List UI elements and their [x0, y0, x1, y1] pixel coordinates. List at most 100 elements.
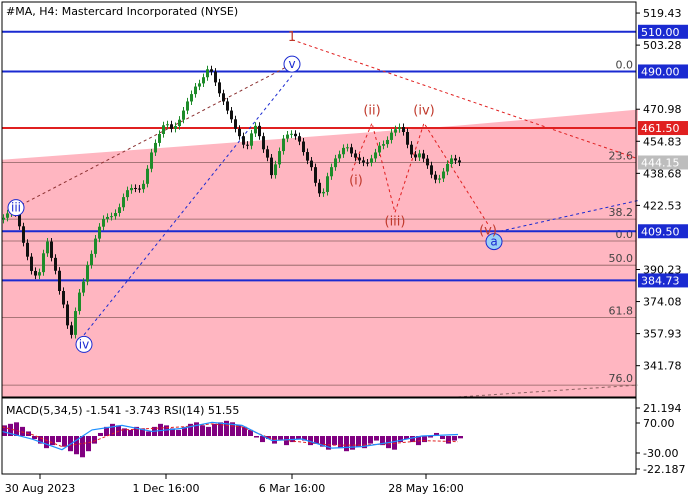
candle-body: [342, 147, 345, 155]
fib-label-2: 38.2: [609, 206, 634, 219]
candle: [366, 159, 369, 167]
wave-label-0: 1: [288, 30, 296, 45]
macd-pane: [1, 397, 637, 475]
price-tick-label: 374.08: [643, 296, 682, 309]
candle-body: [202, 77, 205, 84]
candle: [266, 145, 269, 162]
candle-body: [94, 238, 97, 254]
fib-label-4: 50.0: [609, 252, 634, 265]
candle-body: [250, 133, 253, 146]
candle-body: [246, 144, 249, 146]
candle-body: [66, 304, 69, 326]
macd-bar: [284, 436, 289, 446]
current-price-box: [638, 155, 688, 170]
candle-body: [186, 101, 189, 111]
candle-body: [358, 157, 361, 161]
macd-bar: [92, 436, 97, 444]
candle: [94, 235, 97, 258]
macd-axis: 21.194 70.00 -30.00 -22.187: [636, 402, 685, 476]
wave-label-2: iii: [11, 201, 21, 215]
candle: [394, 125, 397, 137]
candle: [334, 154, 337, 171]
candle: [34, 267, 37, 280]
fib-label-6: 76.0: [609, 372, 634, 385]
candle-body: [326, 176, 329, 192]
macd-bar: [392, 436, 397, 450]
candle-body: [414, 154, 417, 158]
macd-bar: [272, 436, 277, 444]
candle-body: [338, 154, 341, 159]
candle: [206, 65, 209, 81]
candle: [78, 289, 81, 315]
candle: [398, 123, 401, 133]
candle: [26, 239, 29, 261]
candle-body: [438, 178, 441, 180]
candle-body: [118, 207, 121, 213]
macd-tick-label: -22.187: [643, 463, 685, 476]
macd-bar: [338, 436, 343, 449]
macd-bar: [146, 431, 151, 436]
candle-body: [2, 217, 5, 220]
candle-body: [214, 71, 217, 83]
macd-bar: [182, 426, 187, 436]
candle: [134, 184, 137, 193]
macd-bar: [38, 436, 43, 444]
candle: [6, 209, 9, 222]
candle: [138, 185, 141, 193]
chart-title: #MA, H4: Mastercard Incorporated (NYSE): [6, 5, 238, 18]
candle: [50, 238, 53, 262]
candle-body: [290, 133, 293, 135]
candle-body: [270, 157, 273, 176]
price-axis: 519.43 503.28 470.98 454.83 438.68 422.53 390.…: [636, 7, 682, 373]
candle: [214, 68, 217, 86]
macd-bar: [434, 432, 439, 436]
candle-body: [386, 139, 389, 145]
macd-bar: [200, 425, 205, 436]
candle: [90, 250, 93, 269]
candle-body: [318, 182, 321, 194]
macd-bar: [224, 420, 229, 436]
candle-body: [114, 212, 117, 217]
candle-body: [106, 216, 109, 219]
macd-bar: [62, 436, 67, 447]
macd-bar: [350, 436, 355, 450]
candle: [338, 150, 341, 162]
macd-bar: [98, 432, 103, 436]
candle-body: [98, 226, 101, 239]
candle-body: [322, 191, 325, 194]
candle: [354, 149, 357, 162]
candle-body: [74, 311, 77, 335]
macd-tick-label: 70.00: [643, 417, 675, 430]
candle-body: [314, 167, 317, 183]
candle-body: [454, 158, 457, 161]
wave-guides: [15, 39, 639, 398]
candle: [62, 287, 65, 309]
main-price-pane: 0.0 23.6 38.2 0.0 50.0 61.8 76.0 1 v iii iv a (i) (i…: [1, 1, 639, 398]
candle-body: [294, 133, 297, 137]
price-tick-label: 470.98: [643, 103, 682, 116]
candle-body: [450, 158, 453, 164]
candle: [358, 154, 361, 164]
macd-bar: [440, 436, 445, 440]
time-tick-label: 6 Mar 16:00: [259, 482, 325, 495]
candle-body: [154, 142, 157, 153]
macd-bar: [20, 426, 25, 436]
candle-body: [210, 69, 213, 72]
macd-bar: [302, 436, 307, 441]
candle: [414, 150, 417, 161]
candle: [58, 267, 61, 295]
macd-pane-frame: [1, 397, 637, 475]
candle-body: [334, 158, 337, 168]
candle-body: [174, 126, 177, 129]
candle-body: [194, 86, 197, 95]
candle: [66, 300, 69, 329]
candle: [298, 132, 301, 146]
candle-body: [102, 218, 105, 227]
candle-body: [234, 119, 237, 129]
candle-body: [354, 153, 357, 158]
candle: [406, 128, 409, 149]
candle-body: [38, 272, 41, 276]
candle: [146, 165, 149, 188]
candle: [282, 134, 285, 155]
macd-bar: [248, 429, 253, 436]
